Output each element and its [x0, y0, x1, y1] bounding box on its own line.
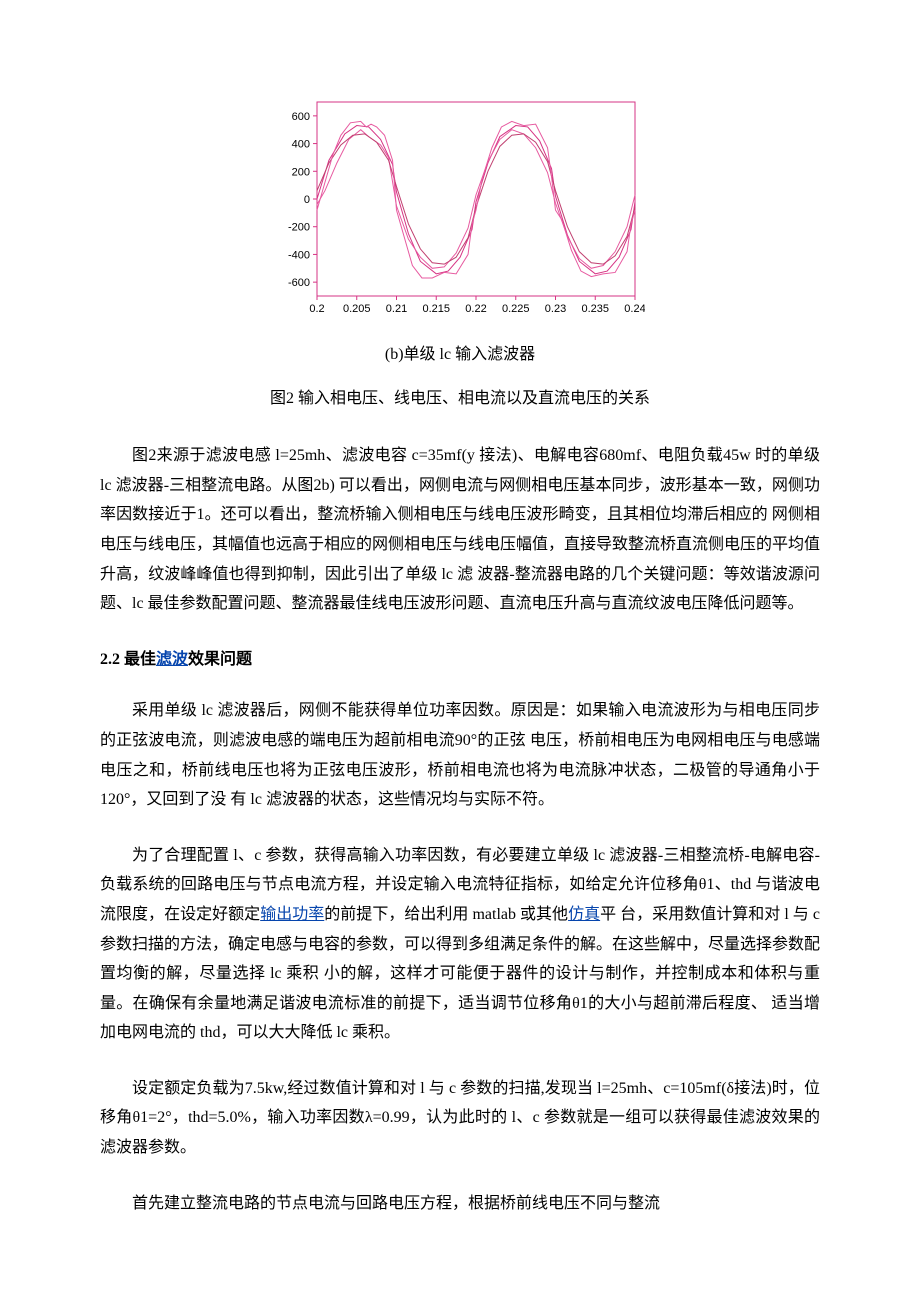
heading-text-before: 最佳: [120, 651, 156, 668]
svg-text:0.235: 0.235: [581, 303, 609, 315]
paragraph-5: 首先建立整流电路的节点电流与回路电压方程，根据桥前线电压不同与整流: [100, 1189, 820, 1219]
svg-text:0.215: 0.215: [422, 303, 450, 315]
section-heading-2-2: 2.2 最佳滤波效果问题: [100, 645, 820, 675]
svg-text:600: 600: [292, 111, 310, 123]
svg-text:0.205: 0.205: [343, 303, 371, 315]
svg-text:200: 200: [292, 166, 310, 178]
paragraph-1: 图2来源于滤波电感 l=25mh、滤波电容 c=35mf(y 接法)、电解电容6…: [100, 441, 820, 619]
link-output-power[interactable]: 输出功率: [260, 906, 324, 923]
p3-text-c: 平 台，采用数值计算和对 l 与 c 参数扫描的方法，确定电感与电容的参数，可以…: [100, 906, 820, 1041]
paragraph-2: 采用单级 lc 滤波器后，网侧不能获得单位功率因数。原因是：如果输入电流波形为与…: [100, 696, 820, 814]
svg-text:400: 400: [292, 139, 310, 151]
paragraph-3: 为了合理配置 l、c 参数，获得高输入功率因数，有必要建立单级 lc 滤波器-三…: [100, 841, 820, 1048]
svg-text:0.22: 0.22: [465, 303, 486, 315]
heading-number: 2.2: [100, 651, 120, 668]
svg-text:0.2: 0.2: [309, 303, 324, 315]
svg-text:0.225: 0.225: [502, 303, 530, 315]
subfigure-caption: (b)单级 lc 输入滤波器: [100, 340, 820, 370]
svg-text:0: 0: [304, 194, 310, 206]
svg-text:-200: -200: [288, 222, 310, 234]
svg-text:0.21: 0.21: [386, 303, 407, 315]
heading-link-lvbo[interactable]: 滤波: [156, 651, 188, 668]
paragraph-4: 设定额定负载为7.5kw,经过数值计算和对 l 与 c 参数的扫描,发现当 l=…: [100, 1074, 820, 1163]
heading-text-after: 效果问题: [188, 651, 252, 668]
link-simulation[interactable]: 仿真: [568, 906, 600, 923]
svg-text:-400: -400: [288, 249, 310, 261]
svg-text:-600: -600: [288, 277, 310, 289]
figure-title: 图2 输入相电压、线电压、相电流以及直流电压的关系: [100, 384, 820, 414]
waveform-chart: -600 -400 -200 0 200 400 600 0.2 0.205 0.21 0.215 0…: [275, 90, 645, 320]
svg-text:0.24: 0.24: [624, 303, 645, 315]
svg-text:0.23: 0.23: [545, 303, 566, 315]
p3-text-b: 的前提下，给出利用 matlab 或其他: [324, 906, 568, 923]
chart-container: -600 -400 -200 0 200 400 600 0.2 0.205 0.21 0.215 0…: [100, 90, 820, 320]
